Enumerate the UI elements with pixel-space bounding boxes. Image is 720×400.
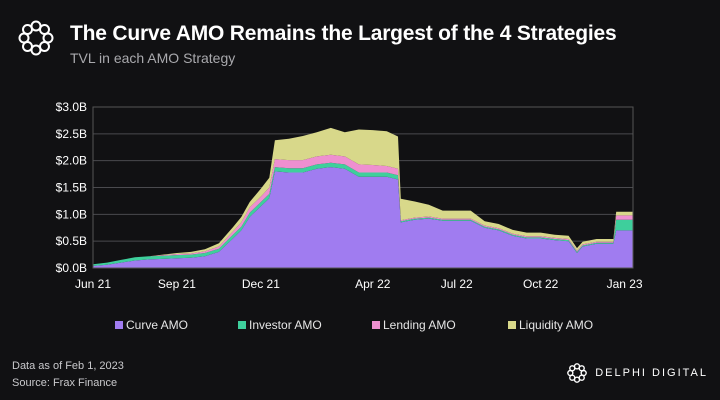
area-investor-amo bbox=[93, 162, 633, 266]
y-tick-label: $0.0B bbox=[56, 261, 87, 275]
data-date-note: Data as of Feb 1, 2023 bbox=[12, 360, 124, 372]
delphi-small-logo-icon bbox=[567, 363, 588, 383]
stacked-area-chart: $0.0B $0.5B $1.0B $1.5B $2.0B $2.5B $3.0B Jun … bbox=[56, 100, 643, 291]
y-tick-label: $2.0B bbox=[56, 154, 87, 168]
x-tick-label: Jan 23 bbox=[607, 277, 643, 291]
chart-title: The Curve AMO Remains the Largest of the… bbox=[70, 22, 617, 45]
source-note: Source: Frax Finance bbox=[12, 377, 118, 389]
y-tick-label: $2.5B bbox=[56, 127, 87, 141]
x-tick-label: Sep 21 bbox=[158, 277, 196, 291]
legend-item-liquidity-amo: Liquidity AMO bbox=[508, 318, 593, 332]
legend-label: Curve AMO bbox=[126, 318, 189, 332]
legend-item-curve-amo: Curve AMO bbox=[115, 318, 188, 332]
x-tick-label: Jul 22 bbox=[441, 277, 473, 291]
area-lending-amo bbox=[93, 154, 633, 265]
brand-mark: DELPHI DIGITAL bbox=[567, 363, 708, 383]
area-liquidity-amo bbox=[93, 127, 633, 265]
legend-swatch bbox=[508, 321, 516, 329]
x-tick-label: Apr 22 bbox=[355, 277, 391, 291]
footnote: Data as of Feb 1, 2023 Source: Frax Fina… bbox=[12, 358, 124, 392]
brand-name: DELPHI DIGITAL bbox=[595, 367, 708, 379]
x-tick-label: Jun 21 bbox=[75, 277, 111, 291]
legend-swatch bbox=[115, 321, 123, 329]
area-curve-amo bbox=[93, 167, 633, 268]
legend-item-investor-amo: Investor AMO bbox=[238, 318, 322, 332]
legend-label: Lending AMO bbox=[383, 318, 456, 332]
delphi-logo-icon bbox=[18, 20, 54, 56]
y-tick-label: $1.5B bbox=[56, 181, 87, 195]
legend-swatch bbox=[238, 321, 246, 329]
y-tick-label: $3.0B bbox=[56, 100, 87, 114]
x-tick-label: Dec 21 bbox=[242, 277, 280, 291]
x-tick-label: Oct 22 bbox=[523, 277, 559, 291]
legend: Curve AMO Investor AMO Lending AMO Liquidit… bbox=[0, 318, 720, 334]
chart-subtitle: TVL in each AMO Strategy bbox=[70, 50, 236, 66]
y-tick-label: $0.5B bbox=[56, 234, 87, 248]
legend-label: Investor AMO bbox=[249, 318, 322, 332]
legend-label: Liquidity AMO bbox=[519, 318, 594, 332]
legend-item-lending-amo: Lending AMO bbox=[372, 318, 456, 332]
legend-swatch bbox=[372, 321, 380, 329]
y-tick-label: $1.0B bbox=[56, 207, 87, 221]
